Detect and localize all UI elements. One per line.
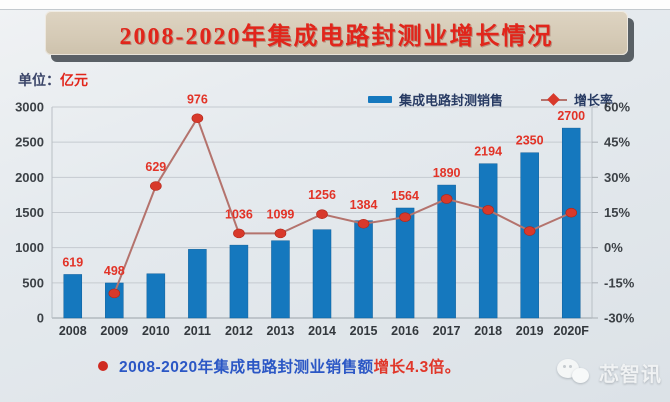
bar-2017 — [437, 184, 456, 319]
bar-value-label: 629 — [145, 160, 166, 174]
left-axis-tick-label: 2500 — [15, 135, 44, 150]
caption-text-blue: 2008-2020年集成电路封测业销售额 — [119, 359, 374, 376]
bar-swatch-icon — [368, 96, 392, 103]
right-axis-tick-label: 60% — [604, 100, 630, 115]
growth-line-marker — [191, 113, 204, 124]
x-axis-label: 2012 — [225, 324, 253, 338]
right-axis-tick-label: 45% — [604, 135, 630, 150]
growth-line-marker — [482, 205, 494, 215]
growth-line-marker — [357, 218, 370, 229]
bar-value-label: 1099 — [267, 207, 295, 221]
bar-2012 — [229, 244, 249, 319]
bar-2020F — [561, 127, 581, 319]
x-axis-label: 2016 — [391, 324, 419, 338]
x-axis-label: 2008 — [59, 324, 87, 338]
unit-label: 单位：亿元 — [18, 70, 88, 90]
growth-line — [113, 115, 572, 294]
bar-value-label: 498 — [104, 264, 125, 278]
growth-line-marker — [440, 194, 453, 204]
unit-label-value: 亿元 — [60, 72, 88, 88]
bar-value-label: 976 — [187, 92, 208, 106]
x-axis-label: 2018 — [474, 324, 502, 338]
left-axis-tick-label: 3000 — [15, 100, 44, 115]
x-axis-label: 2019 — [516, 324, 544, 338]
left-axis-tick-label: 1000 — [15, 240, 44, 255]
bar-value-label: 1564 — [391, 189, 419, 203]
bar-value-label: 2350 — [516, 134, 544, 148]
x-axis-label: 2015 — [350, 324, 378, 338]
right-axis-tick-label: -30% — [604, 311, 635, 326]
bullet-icon — [98, 361, 108, 371]
wechat-logo-icon — [557, 358, 593, 387]
bar-2016 — [395, 207, 415, 319]
legend-label-growth: 增长率 — [574, 93, 614, 108]
growth-line-marker — [523, 226, 536, 236]
bar-2014 — [312, 229, 332, 319]
bar-value-label: 619 — [62, 255, 83, 269]
chart-legend: 集成电路封测销售 增长率 — [368, 90, 613, 109]
growth-line-marker — [316, 209, 328, 219]
bar-2008 — [63, 274, 83, 319]
x-axis-label: 2011 — [184, 324, 211, 338]
legend-label-sales: 集成电路封测销售 — [399, 93, 504, 108]
growth-line-marker — [399, 212, 411, 222]
bar-value-label: 1384 — [350, 198, 378, 212]
left-axis-tick-label: 0 — [37, 311, 44, 326]
legend-item-growth: 增长率 — [541, 90, 613, 109]
left-axis-tick-label: 2000 — [15, 170, 44, 185]
bar-value-label: 1036 — [225, 207, 253, 221]
watermark: 芯智讯 — [557, 358, 662, 387]
x-axis-label: 2014 — [308, 324, 336, 338]
caption: 2008-2020年集成电路封测业销售额增长4.3倍。 — [98, 355, 461, 377]
bar-value-label: 1890 — [433, 166, 461, 180]
caption-text-red: 增长4.3倍。 — [373, 359, 461, 376]
legend-item-sales: 集成电路封测销售 — [368, 90, 503, 109]
bar-2009 — [105, 282, 124, 319]
page-title: 2008-2020年集成电路封测业增长情况 — [119, 23, 554, 50]
bar-value-label: 2700 — [557, 109, 585, 123]
growth-line-marker — [565, 207, 578, 218]
bar-2010 — [146, 273, 166, 319]
left-axis-tick-label: 1500 — [15, 205, 44, 220]
watermark-text: 芯智讯 — [599, 364, 662, 386]
x-axis-label: 2020F — [554, 324, 590, 338]
growth-line-marker — [274, 228, 287, 239]
bar-value-label: 2194 — [474, 145, 502, 159]
bar-2011 — [188, 249, 207, 319]
growth-line-marker — [233, 228, 245, 239]
bar-2015 — [354, 220, 373, 319]
x-axis-label: 2009 — [100, 324, 128, 338]
bar-2018 — [478, 163, 498, 319]
screen-top-edge — [0, 0, 670, 10]
right-axis-tick-label: 0% — [604, 240, 623, 255]
bar-value-label: 1256 — [308, 188, 336, 202]
right-axis-tick-label: -15% — [604, 275, 635, 290]
x-axis-label: 2013 — [267, 324, 295, 338]
right-axis-tick-label: 15% — [604, 205, 630, 220]
bar-2013 — [271, 240, 290, 319]
growth-line-marker — [108, 288, 121, 299]
left-axis-tick-label: 500 — [22, 275, 44, 290]
x-axis-label: 2017 — [433, 324, 461, 338]
unit-label-prefix: 单位： — [18, 72, 60, 88]
x-axis-label: 2010 — [142, 324, 170, 338]
line-diamond-swatch-icon — [541, 92, 568, 106]
title-banner: 2008-2020年集成电路封测业增长情况 — [45, 11, 628, 55]
growth-line-marker — [150, 181, 162, 191]
right-axis-tick-label: 30% — [604, 170, 630, 185]
